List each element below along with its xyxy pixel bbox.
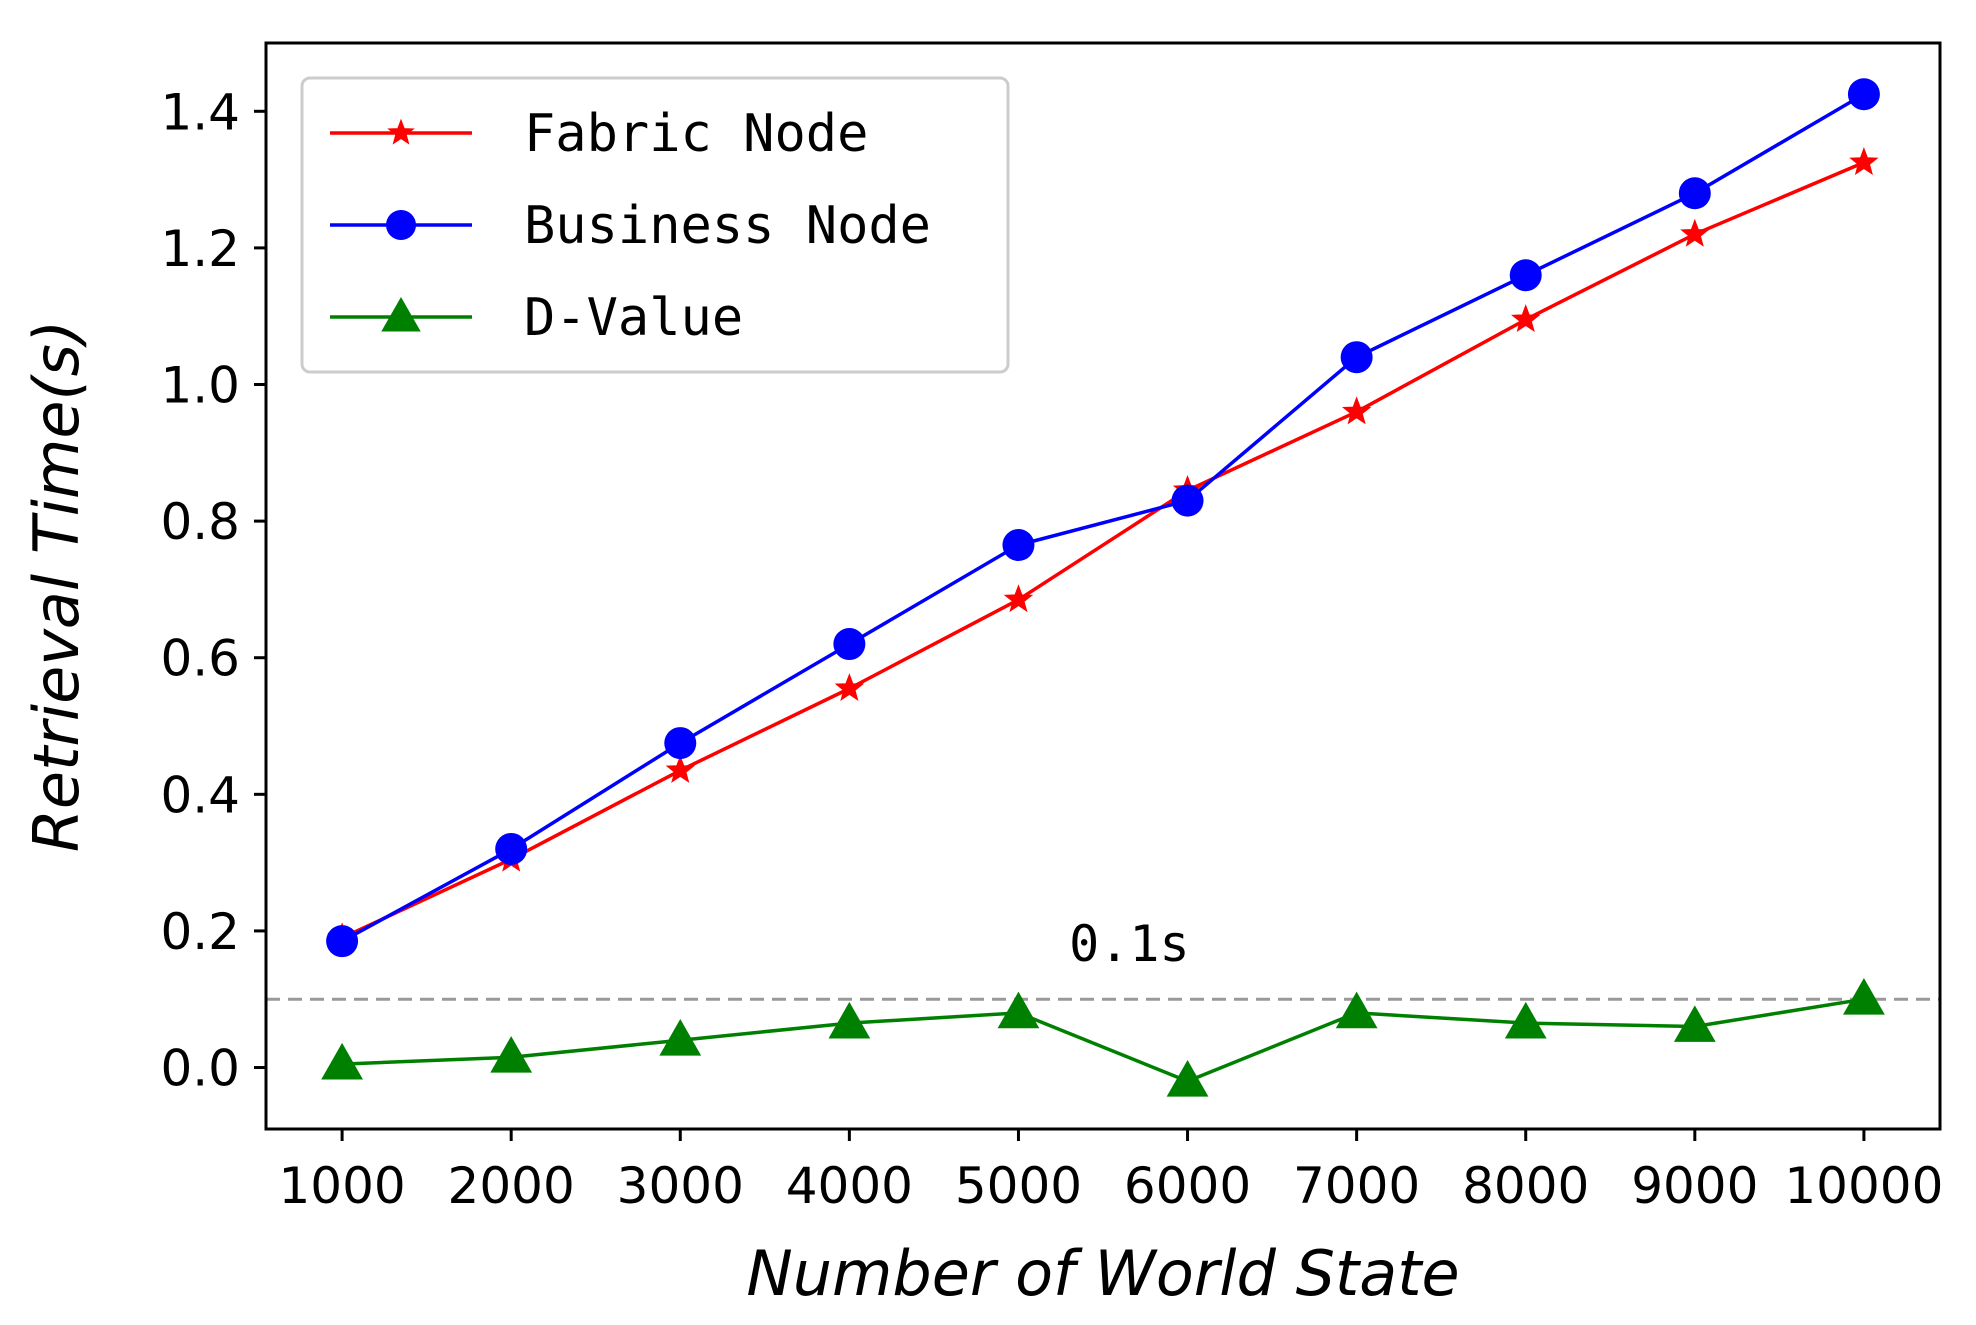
x-tick-label-8000: 8000 <box>1462 1157 1589 1215</box>
series-business-node <box>326 78 1880 958</box>
data-point-d-value-9000 <box>1673 1005 1716 1042</box>
data-point-fabric-node-7000 <box>1341 396 1372 425</box>
y-tick-label-0.2: 0.2 <box>160 903 240 961</box>
data-point-fabric-node-10000 <box>1849 147 1879 176</box>
reference-line-group: 0.1s <box>266 915 1940 1001</box>
x-tick-label-7000: 7000 <box>1293 1157 1420 1215</box>
x-tick-label-2000: 2000 <box>448 1157 575 1215</box>
y-tick-label-1.2: 1.2 <box>160 220 240 278</box>
data-point-fabric-node-8000 <box>1511 304 1541 333</box>
legend-marker-business-node <box>386 210 416 240</box>
y-tick-label-0.6: 0.6 <box>160 630 240 688</box>
legend-label-business-node: Business Node <box>524 196 931 256</box>
data-point-business-node-5000 <box>1002 529 1035 562</box>
y-tick-label-0.0: 0.0 <box>160 1040 240 1098</box>
data-point-business-node-4000 <box>833 628 866 661</box>
legend-entry-business-node: Business Node <box>330 196 931 256</box>
data-point-d-value-4000 <box>828 1001 871 1039</box>
x-tick-label-6000: 6000 <box>1124 1157 1251 1215</box>
legend-marker-d-value <box>381 296 421 332</box>
y-axis-label: Retrieval Time(s) <box>20 320 93 852</box>
series-line-fabric-node <box>341 160 1865 940</box>
data-point-business-node-1000 <box>326 925 359 958</box>
legend-entry-fabric-node: Fabric Node <box>330 104 868 164</box>
data-point-business-node-9000 <box>1678 177 1711 210</box>
legend-label-d-value: D-Value <box>524 288 743 348</box>
data-point-fabric-node-9000 <box>1680 218 1710 247</box>
data-point-business-node-2000 <box>495 832 528 865</box>
data-point-business-node-3000 <box>664 727 697 760</box>
x-tick-label-9000: 9000 <box>1631 1157 1758 1215</box>
data-point-d-value-6000 <box>1166 1059 1209 1097</box>
x-tick-label-10000: 10000 <box>1784 1157 1943 1215</box>
legend-label-fabric-node: Fabric Node <box>524 104 868 164</box>
y-tick-label-1.0: 1.0 <box>160 357 240 415</box>
data-point-fabric-node-4000 <box>834 673 865 701</box>
legend-entry-d-value: D-Value <box>330 288 743 348</box>
series-d-value <box>321 978 1885 1097</box>
data-point-business-node-8000 <box>1509 259 1542 292</box>
legend-box <box>300 76 1010 374</box>
series-fabric-node <box>327 147 1879 951</box>
x-tick-label-3000: 3000 <box>617 1157 744 1215</box>
data-point-d-value-10000 <box>1843 978 1885 1015</box>
data-point-fabric-node-3000 <box>665 754 695 783</box>
axes-group: 1000 2000 3000 4000 5000 6000 7000 8000 9000 1000… <box>20 41 1943 1310</box>
data-point-d-value-1000 <box>321 1042 363 1080</box>
legend: Fabric Node Business Node D-Value <box>300 76 1010 374</box>
y-tick-label-0.4: 0.4 <box>160 766 240 824</box>
x-axis-label: Number of World State <box>746 1237 1459 1310</box>
plot-frame <box>264 41 1942 1131</box>
data-point-fabric-node-5000 <box>1003 584 1034 613</box>
series-group <box>321 78 1885 1097</box>
data-point-d-value-8000 <box>1504 1001 1547 1039</box>
data-point-business-node-7000 <box>1340 341 1373 374</box>
data-point-d-value-2000 <box>490 1036 533 1073</box>
x-tick-label-5000: 5000 <box>955 1157 1082 1215</box>
data-point-business-node-6000 <box>1171 484 1204 517</box>
reference-line-label: 0.1s <box>1069 915 1189 973</box>
x-tick-label-4000: 4000 <box>786 1157 913 1215</box>
x-tick-label-1000: 1000 <box>278 1157 405 1215</box>
data-point-business-node-10000 <box>1847 78 1880 111</box>
data-point-d-value-7000 <box>1335 991 1378 1029</box>
y-tick-label-1.4: 1.4 <box>160 83 240 141</box>
data-point-d-value-5000 <box>997 991 1040 1029</box>
data-point-d-value-3000 <box>659 1019 702 1056</box>
series-line-d-value <box>342 997 1865 1083</box>
legend-marker-fabric-node <box>387 118 415 145</box>
y-tick-label-0.8: 0.8 <box>160 493 240 551</box>
series-line-business-node <box>341 92 1865 943</box>
